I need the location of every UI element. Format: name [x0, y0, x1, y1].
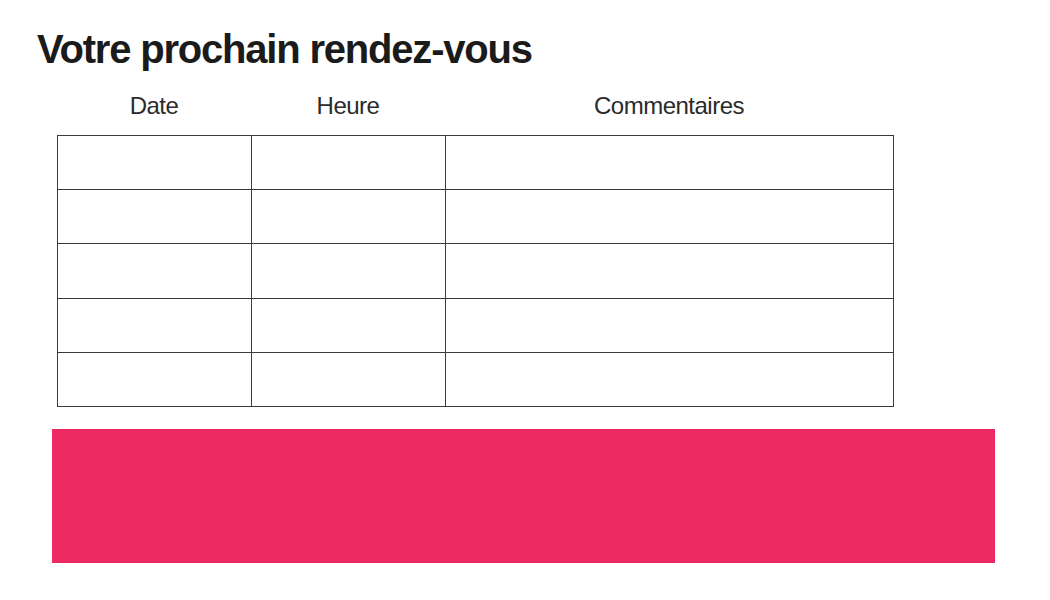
table-row: [58, 298, 894, 352]
table-cell: [252, 244, 446, 298]
appointment-table: [57, 135, 894, 407]
table-row: [58, 136, 894, 190]
table-cell: [58, 190, 252, 244]
table-cell: [252, 190, 446, 244]
table-cell: [58, 298, 252, 352]
table-cell: [446, 136, 894, 190]
table-cell: [252, 352, 446, 406]
highlight-block: [52, 429, 995, 563]
table-cell: [58, 136, 252, 190]
table-cell: [58, 244, 252, 298]
appointment-table-body: [58, 136, 894, 407]
table-header-row: Date Heure Commentaires: [57, 92, 893, 121]
table-cell: [252, 136, 446, 190]
table-cell: [446, 190, 894, 244]
table-cell: [252, 298, 446, 352]
column-header-commentaires: Commentaires: [445, 92, 893, 121]
column-header-heure: Heure: [251, 92, 445, 121]
table-row: [58, 190, 894, 244]
table-row: [58, 244, 894, 298]
table-cell: [446, 298, 894, 352]
table-cell: [446, 352, 894, 406]
column-header-date: Date: [57, 92, 251, 121]
table-cell: [58, 352, 252, 406]
table-cell: [446, 244, 894, 298]
page-title: Votre prochain rendez-vous: [37, 27, 532, 72]
table-row: [58, 352, 894, 406]
